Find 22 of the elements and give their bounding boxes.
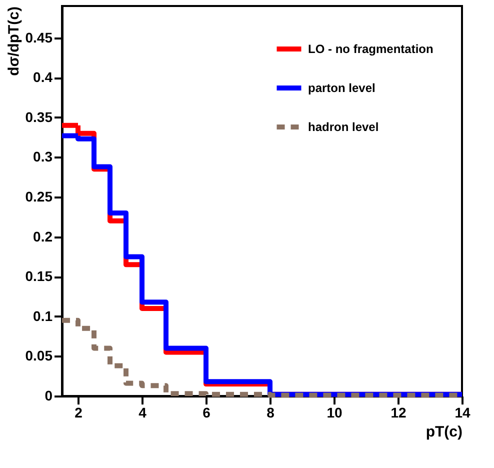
y-tick-label: 0.15	[25, 268, 53, 284]
x-tick-label: 2	[74, 404, 83, 420]
y-tick-label: 0.05	[25, 348, 53, 364]
legend-label: hadron level	[308, 120, 379, 134]
legend-label: LO - no fragmentation	[308, 42, 434, 56]
y-tick-label: 0.45	[25, 29, 53, 46]
y-tick-label: 0.3	[33, 148, 53, 165]
y-tick-label: 0.2	[33, 228, 53, 244]
y-tick-label: 0.25	[25, 188, 53, 205]
x-tick-label: 12	[390, 404, 406, 420]
y-tick-label: 0.1	[33, 308, 53, 324]
y-axis-title: dσ/dpT(c)	[5, 6, 22, 76]
y-tick-label: 0.4	[33, 69, 53, 86]
x-tick-label: 6	[202, 404, 211, 420]
x-tick-label: 14	[454, 404, 470, 420]
y-tick-label: 0	[44, 388, 53, 404]
legend-label: parton level	[308, 81, 376, 95]
y-tick-label: 0.35	[25, 108, 53, 125]
x-axis-title: pT(c)	[426, 424, 462, 440]
x-tick-label: 8	[266, 404, 275, 420]
x-tick-label: 10	[326, 404, 342, 420]
x-tick-label: 4	[138, 404, 147, 420]
